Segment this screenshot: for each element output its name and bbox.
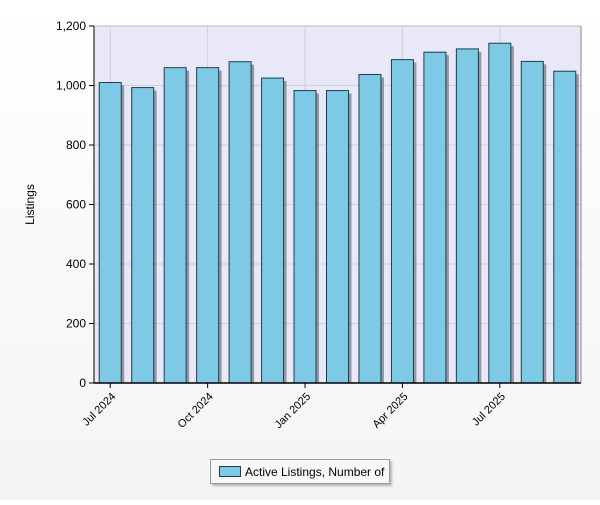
y-tick-label: 1,000 [56,79,86,93]
y-tick-label: 800 [66,138,86,152]
legend: Active Listings, Number of [210,459,390,484]
bar [358,73,382,384]
bar [131,87,155,384]
y-tick-label: 200 [66,317,86,331]
x-tick-label: Apr 2025 [370,391,410,431]
bar [196,67,220,384]
bar [261,77,285,384]
bar [163,67,187,384]
bar [455,48,479,384]
y-tick-label: 1,200 [56,19,86,33]
bar [293,90,317,384]
x-tick-label: Jan 2025 [273,391,313,431]
y-tick-label: 600 [66,198,86,212]
bar [228,61,252,384]
bar [326,90,349,384]
x-tick-label: Jul 2024 [80,391,118,429]
bar [390,59,414,384]
bar [423,51,447,384]
bar [520,60,544,384]
x-tick-label: Oct 2024 [176,391,216,431]
legend-label: Active Listings, Number of [245,464,385,479]
y-axis-label: Listings [23,184,37,225]
y-tick-label: 400 [66,257,86,271]
y-tick-label: 0 [79,376,86,390]
bar [98,82,122,384]
bar [488,42,512,384]
bar [553,70,577,384]
legend-swatch [219,466,241,477]
x-tick-label: Jul 2025 [470,391,508,429]
